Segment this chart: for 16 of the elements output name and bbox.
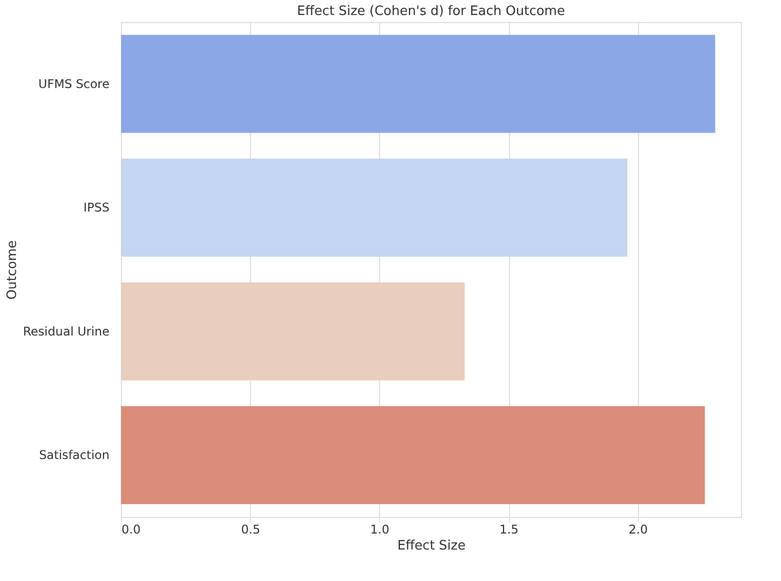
x-axis-title: Effect Size <box>397 538 466 554</box>
y-tick-label: Residual Urine <box>22 324 110 338</box>
y-tick-label: Satisfaction <box>39 448 110 462</box>
x-tick-label: 1.0 <box>370 522 390 536</box>
y-tick-label: IPSS <box>83 200 110 215</box>
x-tick-label: 0.0 <box>122 522 141 536</box>
bar <box>121 158 628 257</box>
y-tick-label: UFMS Score <box>38 76 110 91</box>
x-tick-label: 1.5 <box>499 522 519 536</box>
bar <box>121 406 705 504</box>
chart-title: Effect Size (Cohen's d) for Each Outcome <box>297 4 565 19</box>
x-tick-label: 2.0 <box>628 522 648 536</box>
bar <box>121 282 465 380</box>
y-axis-title: Outcome <box>4 240 20 300</box>
x-tick-label: 0.5 <box>241 522 260 536</box>
bar <box>121 34 716 133</box>
